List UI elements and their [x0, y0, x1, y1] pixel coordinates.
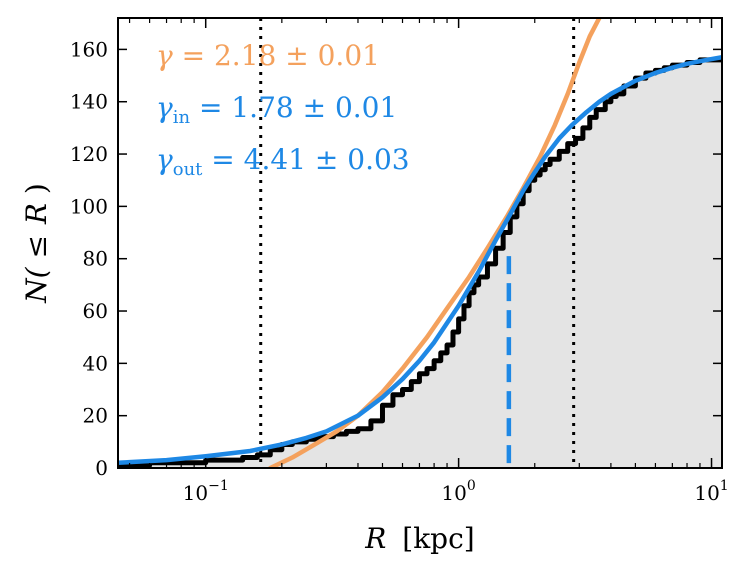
- y-tick-label-160: 160: [70, 37, 108, 61]
- annotation-symbol: γ: [156, 143, 173, 176]
- annotation-subscript: in: [173, 107, 191, 128]
- y-tick-label-60: 60: [83, 299, 108, 323]
- annotation-value: = 4.41 ± 0.03: [202, 143, 409, 176]
- annotation-value: = 1.78 ± 0.01: [190, 91, 397, 124]
- annotation-gamma: γ = 2.18 ± 0.01: [156, 39, 380, 72]
- x-tick-label-−1: 10−1: [183, 478, 229, 505]
- y-tick-label-80: 80: [83, 247, 108, 271]
- y-axis-label-n: N(: [20, 266, 53, 304]
- annotation-value: = 2.18 ± 0.01: [173, 39, 380, 72]
- x-axis-label: R [kpc]: [364, 522, 474, 555]
- annotation-gamma-out: γout = 4.41 ± 0.03: [156, 143, 410, 180]
- y-axis-label-leq: ≤: [20, 235, 53, 258]
- y-axis-label-var: R: [20, 203, 53, 225]
- x-tick-label-base: 10: [441, 481, 466, 505]
- series-line-single-power-law-fit: [268, 18, 602, 468]
- y-tick-label-20: 20: [83, 404, 108, 428]
- series-fill-cumulative-counts: [118, 57, 722, 468]
- x-tick-label-exp: 1: [720, 478, 729, 494]
- x-tick-label-1: 101: [694, 478, 728, 505]
- y-axis-label-close: ): [20, 183, 53, 194]
- x-tick-label-base: 10: [183, 481, 208, 505]
- y-tick-label-100: 100: [70, 194, 108, 218]
- series-line-broken-power-law-fit: [118, 54, 722, 466]
- x-tick-label-exp: −1: [208, 478, 229, 494]
- x-tick-label-exp: 0: [467, 478, 476, 494]
- x-tick-label-0: 100: [441, 478, 475, 505]
- annotation-subscript: out: [173, 159, 203, 180]
- series-line-cumulative-counts: [118, 57, 722, 468]
- x-tick-label-base: 10: [694, 481, 719, 505]
- x-axis-label-var: R: [364, 522, 386, 555]
- y-tick-label-120: 120: [70, 142, 108, 166]
- annotation-symbol: γ: [156, 91, 173, 124]
- x-axis-label-unit: [kpc]: [402, 522, 474, 555]
- annotation-gamma-in: γin = 1.78 ± 0.01: [156, 91, 397, 128]
- y-tick-label-40: 40: [83, 351, 108, 375]
- y-tick-label-140: 140: [70, 90, 108, 114]
- annotation-symbol: γ: [156, 39, 173, 72]
- y-axis-label: N( ≤ R ): [20, 183, 53, 304]
- y-tick-label-0: 0: [95, 456, 108, 480]
